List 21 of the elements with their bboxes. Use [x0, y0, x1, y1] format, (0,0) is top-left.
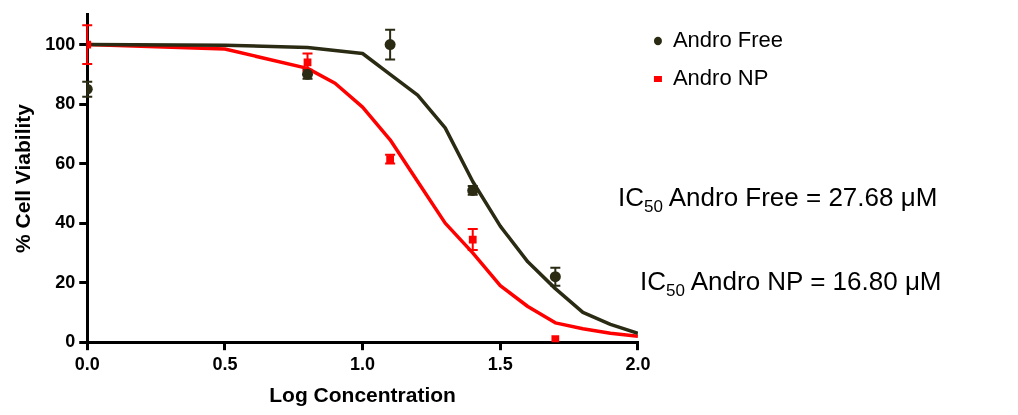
- point: [384, 39, 396, 51]
- y-tick-label: 80: [55, 93, 76, 114]
- y-tick-label: 100: [45, 33, 76, 54]
- x-tick-label: 1.5: [487, 353, 513, 374]
- annotation: IC$_{50}$ Andro Free = 27.68 μM: [618, 182, 938, 218]
- y-tick-label: 20: [55, 271, 76, 292]
- point: [549, 271, 561, 283]
- x-tick-label: 2.0: [625, 353, 651, 374]
- legend-label: Andro Free: [672, 27, 784, 53]
- point: [551, 335, 560, 343]
- legend-label: Andro NP: [672, 65, 769, 91]
- text: IC$_{50}$ Andro NP = 16.80 μM: [640, 266, 942, 302]
- y-tick-label: 40: [55, 212, 76, 233]
- y-axis-title: % Cell Viability: [11, 103, 35, 253]
- y-tick-label: 0: [65, 331, 76, 352]
- x-tick-label: 0.0: [74, 353, 100, 374]
- y-tick-label: 60: [55, 152, 76, 173]
- x-axis-title: Log Concentration: [269, 383, 456, 407]
- x-tick-label: 0.5: [212, 353, 238, 374]
- x-tick-label: 1.0: [350, 353, 376, 374]
- point: [468, 235, 477, 244]
